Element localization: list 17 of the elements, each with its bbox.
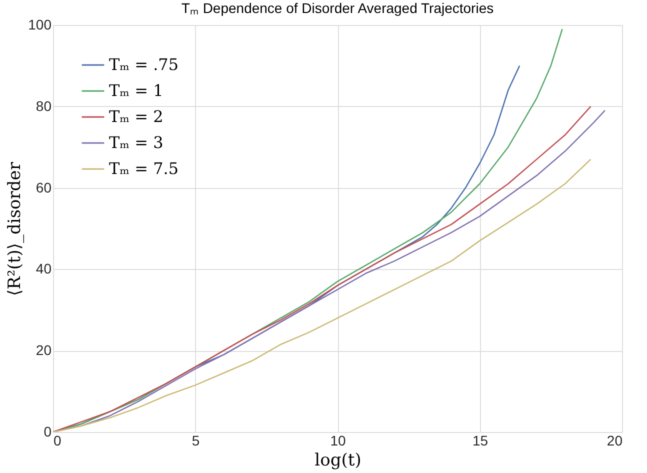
y-axis-title: ⟨R²(t)⟩_disorder xyxy=(5,161,26,296)
x-tick-label: 15 xyxy=(472,432,488,448)
legend-label: Tₘ = 2 xyxy=(109,107,164,126)
x-tick-label: 20 xyxy=(606,432,623,448)
legend-label: Tₘ = 3 xyxy=(109,133,164,152)
y-tick-label: 60 xyxy=(36,179,52,196)
x-tick-label: 5 xyxy=(192,432,200,448)
chart-title: Tₘ Dependence of Disorder Averaged Trajectories xyxy=(181,0,494,16)
legend-label: Tₘ = 1 xyxy=(109,81,164,100)
y-tick-label: 20 xyxy=(36,342,52,358)
x-tick-label: 10 xyxy=(330,432,346,448)
y-tick-label: 100 xyxy=(28,16,52,32)
x-axis-title: log(t) xyxy=(314,450,362,470)
y-tick-label: 40 xyxy=(36,260,52,277)
y-tick-label: 80 xyxy=(36,98,52,114)
legend-label: Tₘ = 7.5 xyxy=(109,159,179,178)
legend-label: Tₘ = .75 xyxy=(109,55,179,74)
